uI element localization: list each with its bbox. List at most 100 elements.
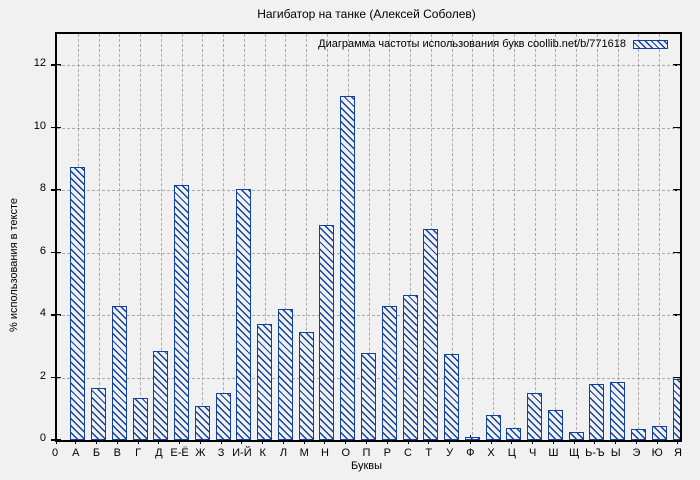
- y-tick-label: 10: [33, 119, 46, 132]
- y-tick-label: 2: [39, 369, 46, 382]
- x-tick-label: Т: [425, 447, 433, 459]
- y-tick-mark: [673, 251, 680, 254]
- gridline-v: [617, 34, 619, 440]
- x-tick-label: П: [362, 447, 371, 459]
- x-tick-label: Ш: [548, 447, 559, 459]
- legend-label: Диаграмма частоты использования букв coo…: [318, 38, 626, 50]
- y-tick-mark: [51, 126, 61, 129]
- y-tick-mark: [51, 314, 61, 316]
- bar-Ш: [547, 410, 563, 440]
- plot-area: Диаграмма частоты использования букв coo…: [55, 32, 682, 442]
- x-tick-mark: [55, 435, 57, 444]
- y-tick-mark: [673, 314, 680, 316]
- x-tick-label: Р: [383, 447, 391, 459]
- gridline-v: [576, 34, 578, 440]
- bar-Т: [423, 229, 439, 440]
- gridline-v: [451, 34, 453, 440]
- x-tick-label: Н: [320, 447, 329, 459]
- x-tick-label: Ж: [195, 447, 206, 459]
- x-axis-title: Буквы: [350, 460, 383, 472]
- bar-Н: [319, 224, 335, 440]
- y-tick-label: 6: [39, 244, 46, 257]
- gridline-v: [596, 34, 598, 440]
- x-tick-label: М: [299, 447, 309, 459]
- gridline-v: [264, 34, 266, 440]
- x-tick-label: Ч: [528, 447, 537, 459]
- bar-Е-Ё: [174, 185, 190, 440]
- x-tick-label: З: [217, 447, 225, 459]
- gridline-v: [493, 34, 495, 440]
- bar-О: [340, 96, 356, 440]
- x-tick-label: Л: [279, 447, 288, 459]
- x-tick-label: У: [446, 447, 454, 459]
- legend-key-swatch: [633, 39, 668, 49]
- y-tick-label: 12: [33, 57, 46, 70]
- gridline-v: [638, 34, 640, 440]
- gridline-v: [659, 34, 661, 440]
- x-tick-label: Ф: [466, 447, 475, 459]
- gridline-v: [223, 34, 225, 440]
- x-tick-label: Х: [487, 447, 495, 459]
- bar-Ж: [194, 405, 210, 440]
- gridline-v: [513, 34, 515, 440]
- bar-Я: [672, 379, 680, 440]
- bar-Х: [485, 415, 501, 440]
- gridline-v: [534, 34, 536, 440]
- y-tick-label: 8: [39, 182, 46, 195]
- gridline-v: [472, 34, 474, 440]
- x-tick-label: А: [72, 447, 80, 459]
- bar-Ь-Ъ: [589, 383, 605, 440]
- gridline-v: [555, 34, 557, 440]
- gridline-v: [306, 34, 308, 440]
- y-tick-mark: [51, 189, 61, 191]
- x-tick-label: Е-Ё: [170, 447, 189, 459]
- x-tick-label: Э: [632, 447, 641, 459]
- bar-Г: [132, 397, 148, 440]
- bar-И-Й: [236, 188, 252, 440]
- gridline-v: [410, 34, 412, 440]
- bar-Л: [277, 308, 293, 440]
- x-tick-label: О: [341, 447, 350, 459]
- bar-Ю: [651, 425, 667, 440]
- bar-У: [444, 354, 460, 440]
- gridline-v: [140, 34, 142, 440]
- bar-Ф: [464, 436, 480, 440]
- x-tick-label: Д: [155, 447, 163, 459]
- bar-Э: [630, 429, 646, 440]
- y-tick-mark: [673, 64, 680, 66]
- bar-Щ: [568, 432, 584, 440]
- bar-Ы: [610, 382, 626, 440]
- chart-title: Нагибатор на танке (Алексей Соболев): [257, 7, 476, 21]
- y-tick-mark: [673, 189, 680, 191]
- bar-С: [402, 294, 418, 440]
- x-tick-label: Г: [135, 447, 142, 459]
- bar-Р: [381, 305, 397, 440]
- y-tick-mark: [51, 376, 61, 379]
- bar-А: [70, 166, 86, 440]
- y-tick-mark: [673, 376, 680, 379]
- gridline-v: [368, 34, 370, 440]
- x-tick-label: Ы: [610, 447, 621, 459]
- gridline-v: [160, 34, 162, 440]
- x-tick-label: Ь-Ъ: [585, 447, 605, 459]
- x-tick-label: Б: [92, 447, 101, 459]
- y-tick-label: 4: [39, 307, 46, 320]
- bar-Б: [91, 388, 107, 440]
- bar-Д: [153, 351, 169, 440]
- x-tick-label: С: [404, 447, 412, 459]
- gridline-v: [98, 34, 100, 440]
- gridline-v: [119, 34, 121, 440]
- y-tick-mark: [673, 126, 680, 129]
- y-tick-mark: [51, 251, 61, 254]
- x-tick-label: Я: [674, 447, 682, 459]
- x-tick-label: 0: [51, 447, 59, 459]
- gridline-v: [389, 34, 391, 440]
- x-tick-label: К: [259, 447, 266, 459]
- x-tick-label: Щ: [569, 447, 580, 459]
- bar-К: [257, 324, 273, 440]
- gridline-v: [202, 34, 204, 440]
- bar-В: [111, 305, 127, 440]
- bar-М: [298, 332, 314, 440]
- bar-З: [215, 393, 231, 440]
